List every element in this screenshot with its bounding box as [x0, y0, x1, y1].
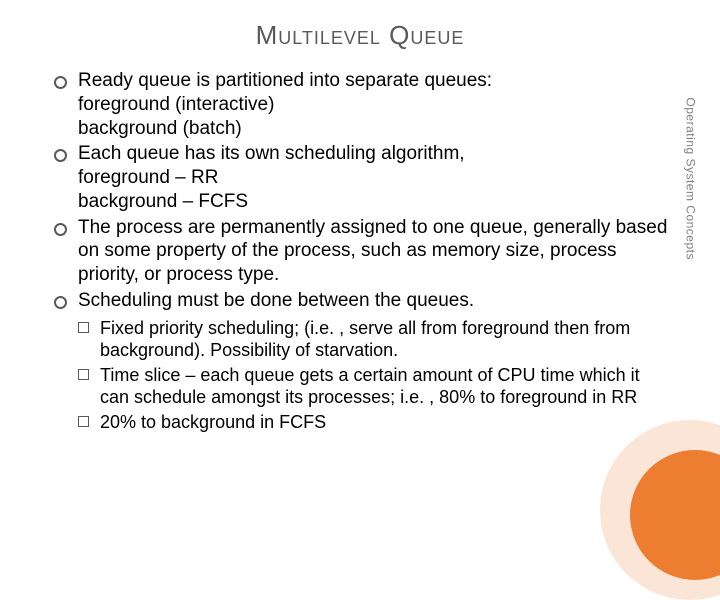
sub-bullet-text: Fixed priority scheduling; (i.e. , serve…: [100, 318, 630, 361]
sub-bullet-list: Fixed priority scheduling; (i.e. , serve…: [78, 317, 670, 434]
sub-bullet-text: Time slice – each queue gets a certain a…: [100, 365, 640, 408]
sub-bullet-text: 20% to background in FCFS: [100, 412, 326, 432]
bullet-text: The process are permanently assigned to …: [78, 217, 667, 286]
bullet-item: Scheduling must be done between the queu…: [50, 289, 670, 313]
bullet-text: Scheduling must be done between the queu…: [78, 290, 474, 311]
bullet-item: The process are permanently assigned to …: [50, 216, 670, 287]
sub-bullet-item: 20% to background in FCFS: [78, 411, 670, 434]
sub-bullet-item: Fixed priority scheduling; (i.e. , serve…: [78, 317, 670, 362]
slide-content: Ready queue is partitioned into separate…: [50, 69, 670, 433]
main-bullet-list: Ready queue is partitioned into separate…: [50, 69, 670, 313]
bullet-item: Each queue has its own scheduling algori…: [50, 142, 670, 213]
bullet-text: Each queue has its own scheduling algori…: [78, 142, 670, 166]
bullet-text: foreground (interactive): [78, 93, 670, 117]
bullet-text: foreground – RR: [78, 166, 670, 190]
bullet-item: Ready queue is partitioned into separate…: [50, 69, 670, 140]
bullet-text: background – FCFS: [78, 190, 670, 214]
slide-container: Multilevel Queue Ready queue is partitio…: [0, 0, 720, 540]
sub-bullet-item: Time slice – each queue gets a certain a…: [78, 364, 670, 409]
bullet-text: Ready queue is partitioned into separate…: [78, 69, 670, 93]
side-label: Operating System Concepts: [684, 97, 698, 260]
bullet-text: background (batch): [78, 117, 670, 141]
slide-title: Multilevel Queue: [50, 20, 670, 51]
